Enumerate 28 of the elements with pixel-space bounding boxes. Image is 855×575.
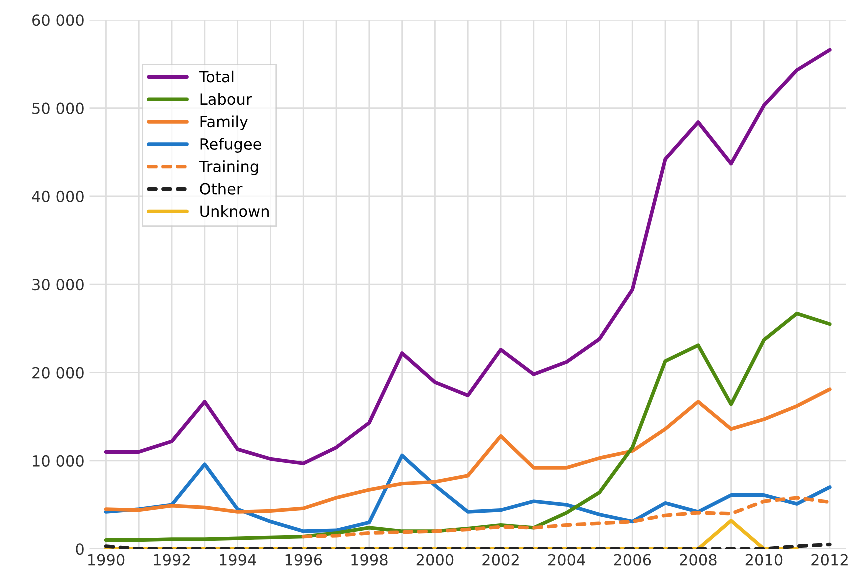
legend-label: Unknown	[200, 205, 269, 218]
y-tick-label: 30 000	[32, 279, 84, 291]
y-tick-label: 40 000	[32, 190, 84, 202]
x-tick-label: 2002	[482, 554, 519, 566]
legend-label: Family	[200, 116, 248, 131]
x-tick-label: 1998	[352, 554, 388, 566]
x-tick-label: 2004	[548, 554, 586, 566]
legend-label: Other	[200, 183, 243, 195]
x-tick-label: 2006	[614, 554, 652, 566]
x-tick-label: 2000	[416, 554, 454, 566]
y-tick-label: 0	[76, 544, 84, 556]
x-tick-label: 1990	[88, 554, 125, 566]
legend-label: Total	[199, 70, 234, 83]
line-series	[104, 48, 832, 466]
x-tick-label: 1992	[154, 554, 190, 566]
x-tick-label: 2012	[812, 554, 848, 566]
x-tick-label: 1994	[220, 554, 256, 566]
legend-label: Training	[199, 160, 258, 176]
y-tick-label: 20 000	[32, 367, 84, 379]
y-tick-label: 50 000	[32, 102, 84, 114]
y-tick-label: 10 000	[33, 455, 84, 467]
legend-label: Refugee	[200, 138, 262, 153]
x-tick-label: 1996	[286, 554, 322, 566]
x-tick-label: 2008	[680, 554, 717, 566]
line-series	[104, 388, 832, 514]
legend-label: Labour	[200, 93, 252, 106]
y-tick-label: 60 000	[32, 14, 84, 26]
x-tick-label: 2010	[746, 554, 783, 566]
